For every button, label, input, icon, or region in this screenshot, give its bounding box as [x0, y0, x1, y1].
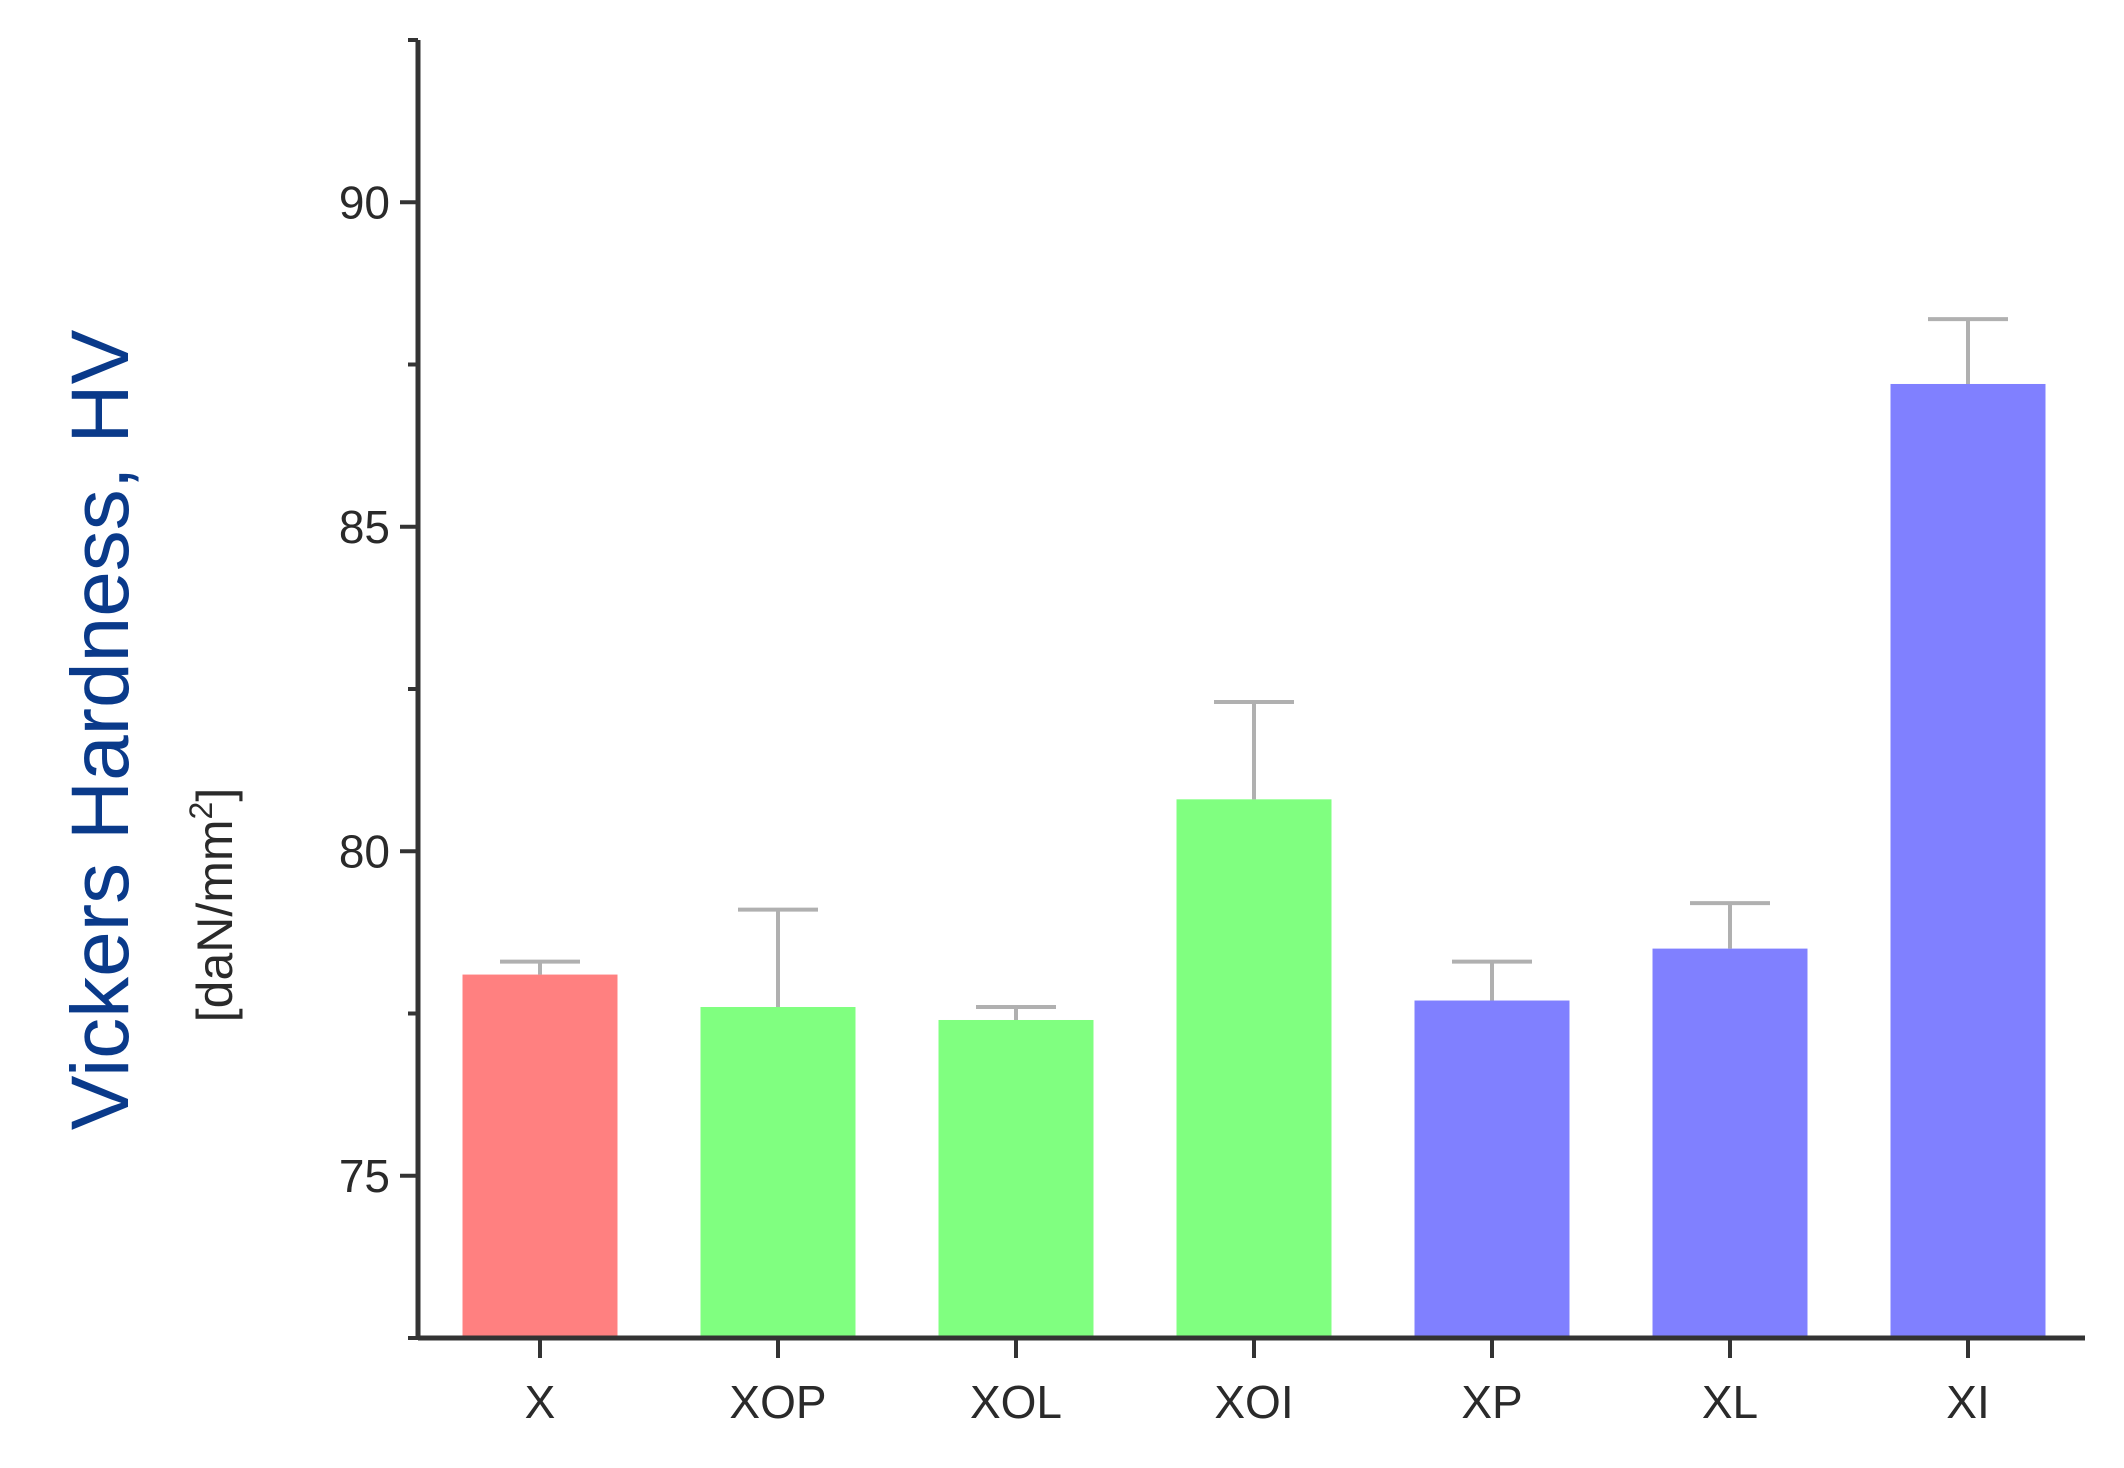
x-tick-label-xp: XP [1461, 1376, 1522, 1428]
y-tick-label-90: 90 [339, 176, 390, 228]
y-axis-unit: [daN/mm2] [183, 788, 243, 1023]
x-tick-label-x: X [525, 1376, 556, 1428]
y-tick-label-85: 85 [339, 501, 390, 553]
bar-xop [700, 1007, 856, 1338]
bar-xl [1652, 948, 1808, 1338]
x-tick-label-xop: XOP [729, 1376, 826, 1428]
x-tick-label-xoi: XOI [1214, 1376, 1293, 1428]
y-axis-label: Vickers Hardness, HV [daN/mm2] [55, 329, 243, 1130]
x-tick-label-xi: XI [1946, 1376, 1989, 1428]
bar-xp [1414, 1000, 1570, 1338]
y-tick-label-75: 75 [339, 1150, 390, 1202]
bar-x [462, 974, 618, 1338]
x-tick-label-xol: XOL [970, 1376, 1062, 1428]
bar-xi [1890, 383, 2046, 1339]
y-tick-label-80: 80 [339, 825, 390, 877]
bar-xol [938, 1019, 1094, 1338]
x-tick-label-xl: XL [1702, 1376, 1758, 1428]
bar-xoi [1176, 799, 1332, 1338]
y-axis-title: Vickers Hardness, HV [55, 329, 146, 1130]
